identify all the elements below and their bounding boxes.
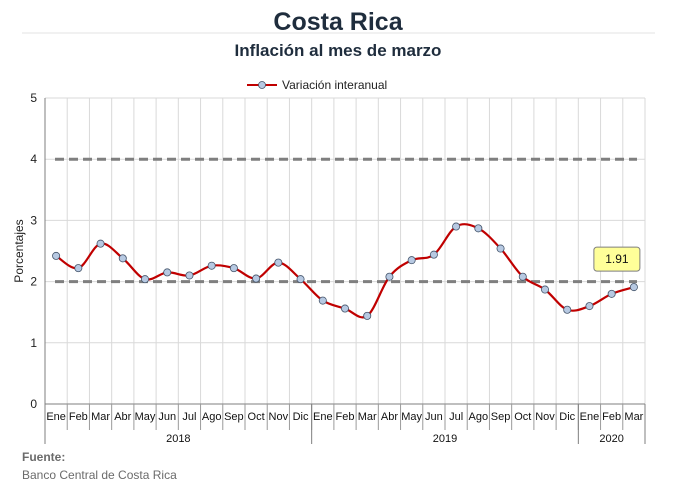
year-label: 2020	[599, 433, 623, 445]
x-ticks: Ene Feb Mar Abr May Jun Jul Ago Sep Oct Nov Dic Ene F…	[46, 411, 643, 445]
data-point	[563, 305, 572, 314]
x-tick-label: Ene	[313, 411, 333, 423]
data-point	[429, 250, 438, 259]
x-tick-label: Mar	[624, 411, 643, 423]
legend-label: Variación interanual	[282, 78, 387, 92]
data-point	[207, 261, 216, 270]
data-point	[163, 268, 172, 277]
x-tick-label: Jun	[425, 411, 443, 423]
y-ticks: 0 1 2 3 4 5	[30, 91, 37, 411]
chart-title: Costa Rica	[273, 8, 403, 36]
data-point	[340, 304, 349, 313]
data-point	[52, 251, 61, 260]
data-point	[74, 264, 83, 273]
x-tick-label: Ene	[580, 411, 600, 423]
chart-subtitle: Inflación al mes de marzo	[235, 41, 442, 60]
x-tick-label: May	[135, 411, 156, 423]
x-tick-label: Ene	[46, 411, 66, 423]
data-point	[585, 302, 594, 311]
source-text: Banco Central de Costa Rica	[22, 468, 177, 482]
y-tick-label: 4	[30, 152, 37, 166]
year-label: 2019	[433, 433, 457, 445]
x-tick-label: Oct	[248, 411, 265, 423]
x-tick-label: May	[401, 411, 422, 423]
year-label: 2018	[166, 433, 190, 445]
data-point	[607, 289, 616, 298]
axes	[44, 98, 646, 444]
callout-box	[593, 246, 641, 272]
data-point	[229, 264, 238, 273]
data-point	[452, 222, 461, 231]
y-tick-label: 1	[30, 336, 37, 350]
x-tick-label: Abr	[114, 411, 131, 423]
reference-lines	[55, 157, 637, 284]
x-tick-label: Jul	[182, 411, 196, 423]
data-point	[96, 239, 105, 248]
data-point	[629, 283, 638, 292]
x-tick-label: Abr	[381, 411, 398, 423]
x-tick-label: Jun	[158, 411, 176, 423]
value-callout: 1.91	[593, 246, 641, 272]
x-tick-label: Sep	[224, 411, 244, 423]
data-point	[385, 272, 394, 281]
x-tick-label: Dic	[293, 411, 309, 423]
data-point	[318, 296, 327, 305]
y-tick-label: 3	[30, 213, 37, 227]
data-point	[185, 271, 194, 280]
series-line	[55, 223, 635, 319]
data-point	[541, 285, 550, 294]
x-tick-label: Oct	[514, 411, 531, 423]
grid	[44, 97, 646, 404]
x-tick-label: Feb	[336, 411, 355, 423]
y-axis-label: Porcentajes	[12, 219, 26, 282]
series-variacion-interanual	[52, 222, 638, 320]
data-point	[118, 254, 127, 263]
y-tick-label: 0	[30, 397, 37, 411]
x-tick-label: Nov	[535, 411, 555, 423]
y-tick-label: 2	[30, 275, 37, 289]
legend: Variación interanual	[247, 78, 387, 92]
x-tick-label: Jul	[449, 411, 463, 423]
x-tick-label: Feb	[602, 411, 621, 423]
data-point	[474, 224, 483, 233]
x-tick-label: Ago	[469, 411, 489, 423]
data-point	[296, 275, 305, 284]
source-heading: Fuente:	[22, 450, 66, 464]
data-point	[363, 311, 372, 320]
x-tick-label: Ago	[202, 411, 222, 423]
data-point	[407, 256, 416, 265]
x-tick-label: Sep	[491, 411, 511, 423]
data-point	[496, 244, 505, 253]
legend-marker	[258, 81, 266, 89]
x-tick-label: Feb	[69, 411, 88, 423]
data-point	[518, 272, 527, 281]
y-tick-label: 5	[30, 91, 37, 105]
x-tick-label: Dic	[559, 411, 575, 423]
callout-label: 1.91	[605, 252, 629, 266]
data-point	[140, 275, 149, 284]
x-tick-label: Mar	[358, 411, 377, 423]
x-tick-label: Nov	[269, 411, 289, 423]
data-point	[252, 274, 261, 283]
data-point	[274, 258, 283, 267]
x-tick-label: Mar	[91, 411, 110, 423]
